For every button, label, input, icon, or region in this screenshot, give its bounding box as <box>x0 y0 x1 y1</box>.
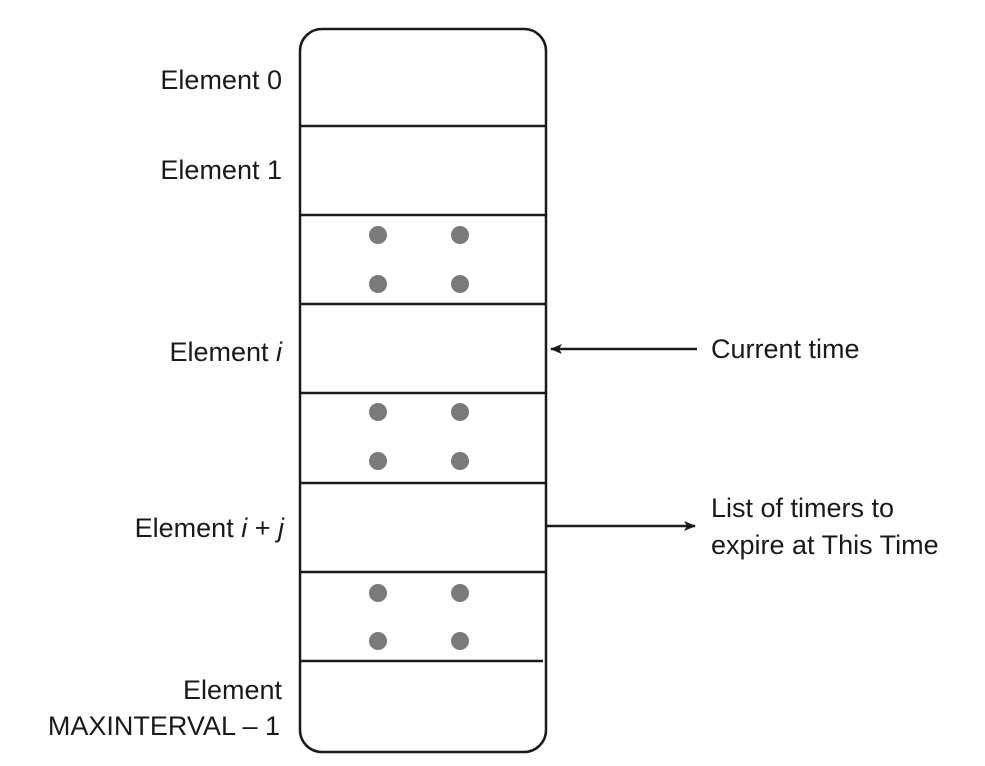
ellipsis-dot <box>451 403 469 421</box>
label-element-max-line2: MAXINTERVAL – 1 <box>48 711 280 741</box>
ellipsis-dot <box>369 452 387 470</box>
ellipsis-dot <box>369 584 387 602</box>
timer-list-label-line1: List of timers to <box>711 493 894 523</box>
label-element-1: Element 1 <box>160 155 282 185</box>
label-var-j: j <box>274 513 285 543</box>
ellipsis-dot <box>369 226 387 244</box>
label-prefix: Element <box>169 337 276 367</box>
label-var-i: i <box>276 337 283 367</box>
ellipsis-slot-3 <box>369 584 469 650</box>
current-time-label: Current time <box>711 334 860 364</box>
ellipsis-dot <box>451 632 469 650</box>
ellipsis-dot <box>451 584 469 602</box>
label-element-max-line1: Element <box>183 675 283 705</box>
ellipsis-dot <box>451 275 469 293</box>
timer-list-label-line2: expire at This Time <box>711 530 939 560</box>
ellipsis-dot <box>451 226 469 244</box>
label-element-0: Element 0 <box>160 65 282 95</box>
ellipsis-slot-2 <box>369 403 469 470</box>
ellipsis-dot <box>369 632 387 650</box>
ellipsis-dot <box>451 452 469 470</box>
label-prefix: Element <box>135 513 242 543</box>
label-var-i: i <box>241 513 248 543</box>
label-operator: + <box>247 513 278 543</box>
label-element-i: Element i <box>169 337 283 367</box>
slot-dividers <box>300 124 546 663</box>
timer-array-column <box>298 27 548 754</box>
label-element-i-plus-j: Element i + j <box>135 513 285 543</box>
ellipsis-dot <box>369 275 387 293</box>
ellipsis-dot <box>369 403 387 421</box>
ellipsis-slot-1 <box>369 226 469 293</box>
